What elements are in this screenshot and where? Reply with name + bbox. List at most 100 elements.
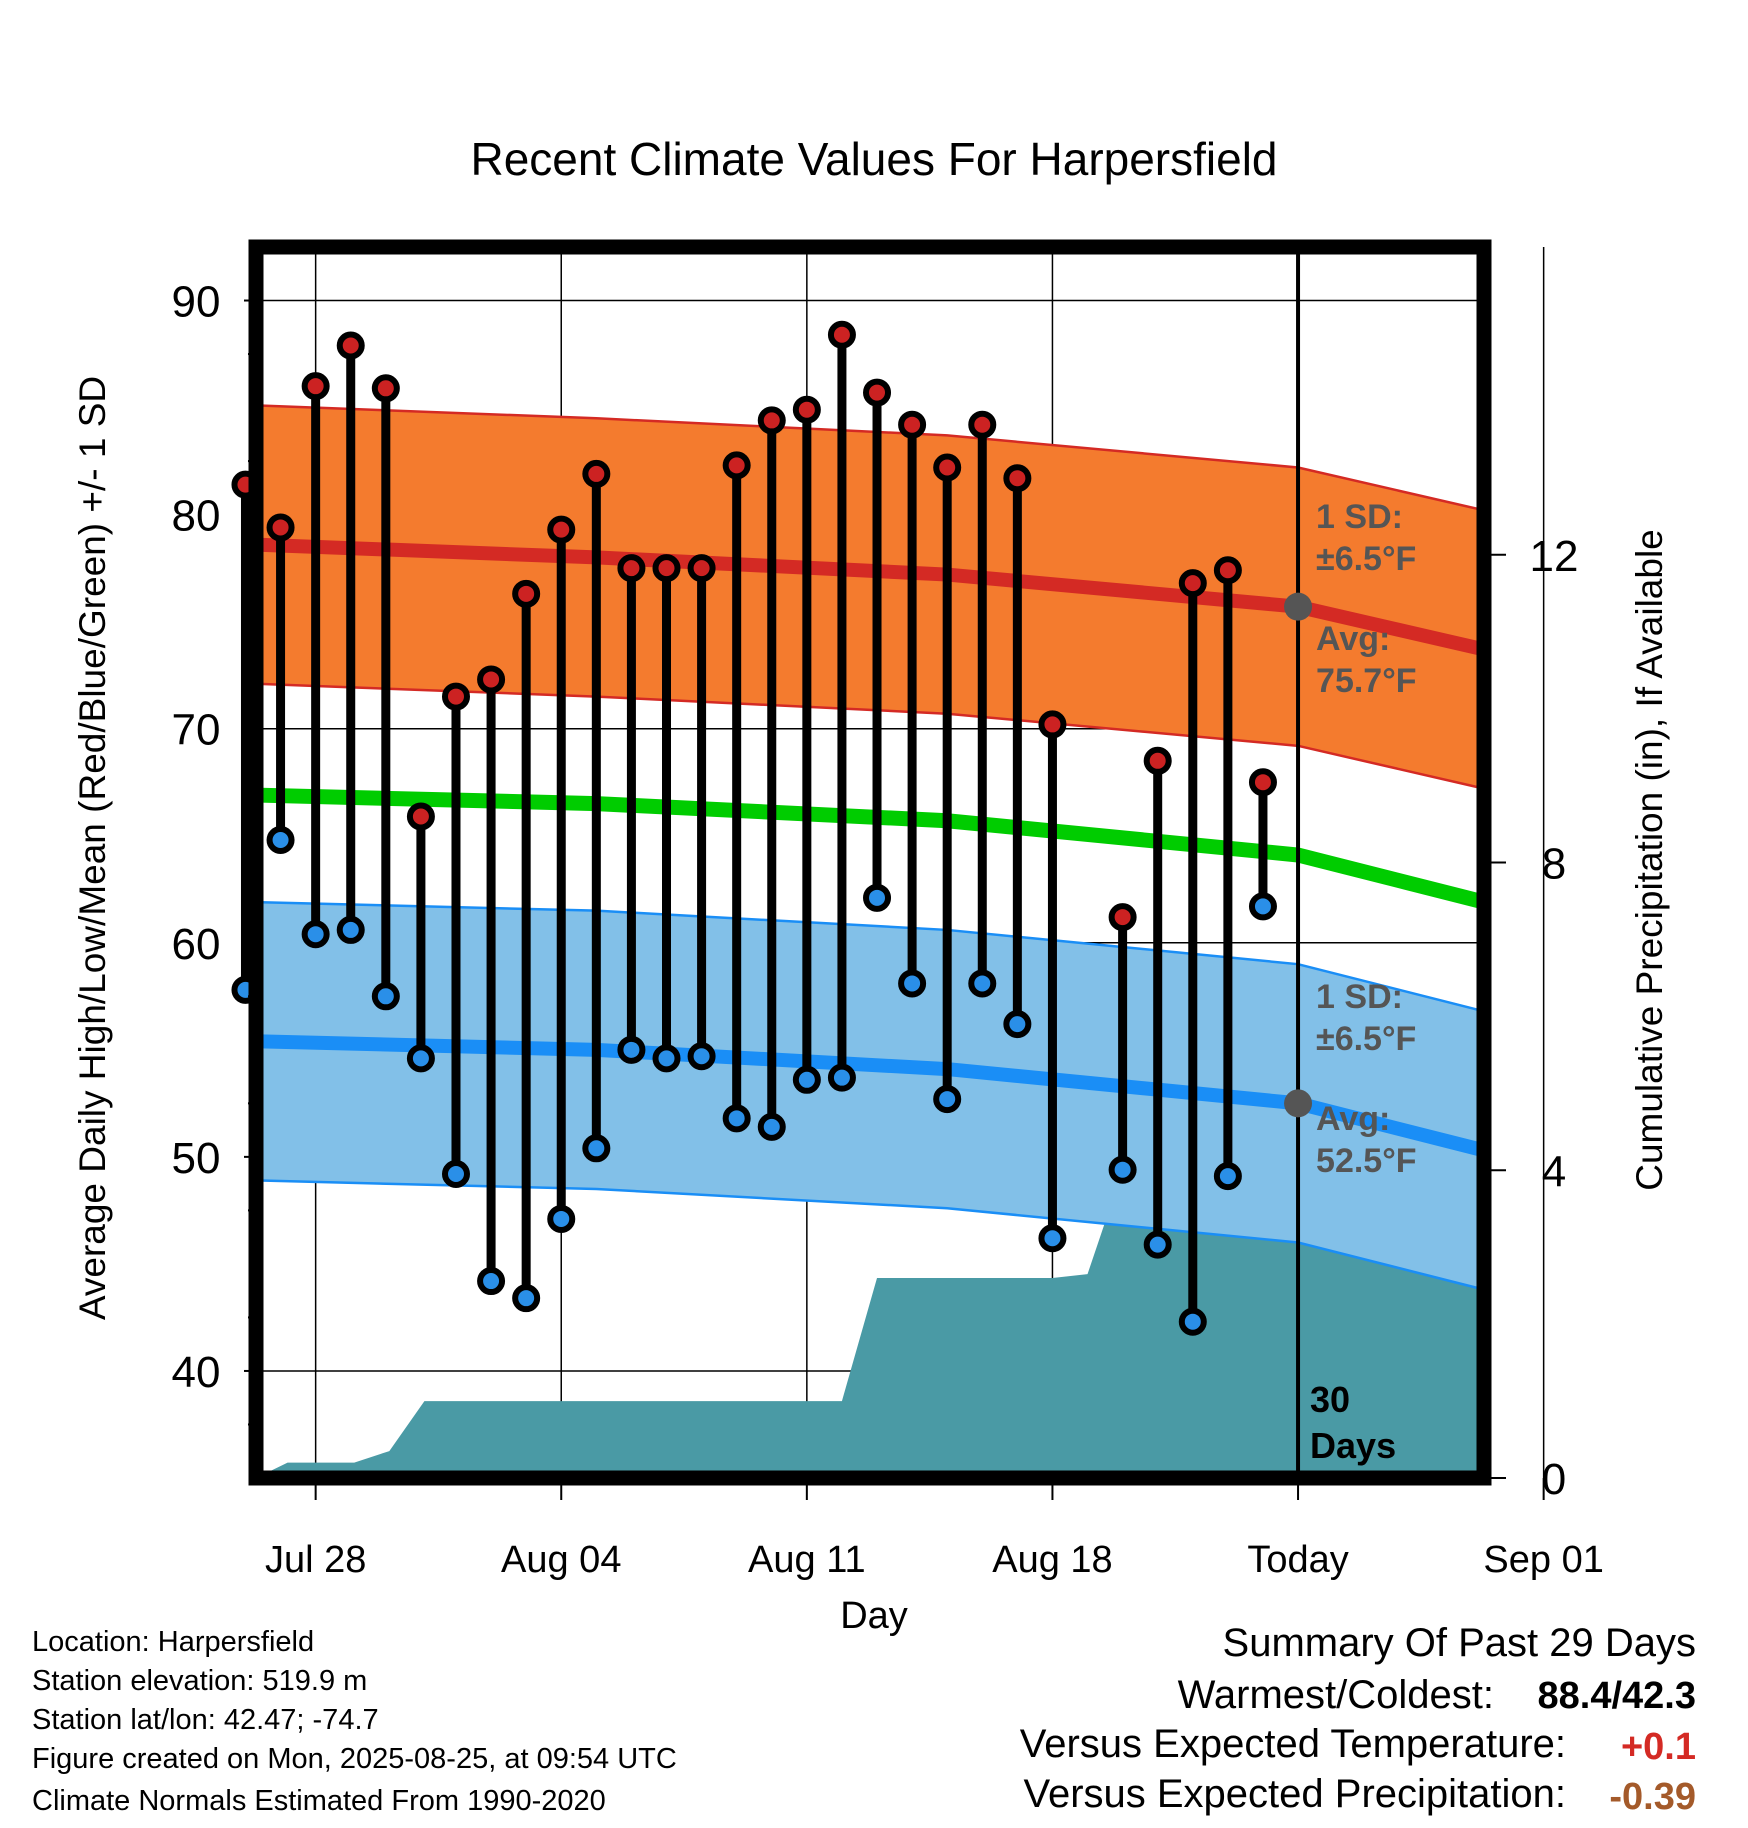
x-tick-label: Sep 01 — [1483, 1539, 1603, 1581]
footer-latlon: Station lat/lon: 42.47; -74.7 — [32, 1704, 379, 1736]
daily-high-point — [406, 802, 435, 831]
daily-low-point — [792, 1065, 821, 1094]
normal-high-band-upper — [255, 404, 1485, 512]
low-annotation-avg-label: Avg: — [1316, 1100, 1390, 1138]
summary-warm-cold-label: Warmest/Coldest: — [1177, 1673, 1494, 1717]
summary-temp-value: +0.1 — [1620, 1726, 1696, 1768]
today-days-label: Days — [1310, 1425, 1396, 1466]
y2-axis-label: Cumulative Precipitation (in), If Availa… — [1629, 529, 1670, 1191]
low-annotation-sd-value: ±6.5°F — [1316, 1020, 1416, 1058]
daily-low-point — [512, 1284, 541, 1313]
daily-high-point — [1003, 464, 1032, 493]
plot-area: 1 SD: ±6.5°F Avg: 75.7°F 1 SD: ±6.5°F Avg: 52.5… — [231, 247, 1486, 1478]
daily-high-point — [477, 665, 506, 694]
y-tick-label: 50 — [172, 1134, 221, 1183]
y-tick-label: 40 — [172, 1348, 221, 1397]
daily-high-point — [371, 374, 400, 403]
daily-low-point — [301, 920, 330, 949]
high-annotation-sd-value: ±6.5°F — [1316, 540, 1416, 578]
daily-high-point — [863, 378, 892, 407]
daily-low-point — [1248, 892, 1277, 921]
daily-high-point — [687, 554, 716, 583]
daily-high-point — [792, 395, 821, 424]
footer-normals: Climate Normals Estimated From 1990-2020 — [32, 1785, 606, 1817]
daily-low-point — [441, 1159, 470, 1188]
daily-high-point — [301, 372, 330, 401]
daily-high-point — [617, 554, 646, 583]
daily-low-point — [336, 915, 365, 944]
daily-low-point — [1108, 1155, 1137, 1184]
summary-precip-label: Versus Expected Precipitation: — [1023, 1772, 1566, 1816]
daily-high-point — [1178, 569, 1207, 598]
summary-precip-value: -0.39 — [1609, 1776, 1696, 1818]
daily-high-point — [336, 331, 365, 360]
high-annotation-avg-value: 75.7°F — [1316, 662, 1417, 700]
daily-low-point — [477, 1267, 506, 1296]
daily-low-point — [1003, 1010, 1032, 1039]
high-annotation-avg-label: Avg: — [1316, 620, 1390, 658]
daily-low-point — [757, 1112, 786, 1141]
daily-high-point — [1248, 768, 1277, 797]
x-tick-label: Jul 28 — [265, 1539, 366, 1581]
daily-low-point — [1038, 1224, 1067, 1253]
y-axis-label: Average Daily High/Low/Mean (Red/Blue/Gr… — [72, 376, 113, 1320]
summary-title: Summary Of Past 29 Days — [1222, 1621, 1696, 1665]
daily-low-point — [863, 883, 892, 912]
daily-low-point — [722, 1104, 751, 1133]
daily-high-point — [1108, 903, 1137, 932]
daily-low-point — [266, 826, 295, 855]
y-tick-label: 60 — [172, 920, 221, 969]
x-tick-label: Today — [1247, 1539, 1348, 1581]
summary-warm-cold-value: 88.4/42.3 — [1537, 1675, 1696, 1717]
today-days-number: 30 — [1310, 1379, 1350, 1420]
daily-low-point — [1143, 1230, 1172, 1259]
footer-elevation: Station elevation: 519.9 m — [32, 1665, 368, 1697]
low-annotation-avg-value: 52.5°F — [1316, 1142, 1417, 1180]
daily-high-point — [1213, 556, 1242, 585]
daily-low-point — [1213, 1162, 1242, 1191]
daily-low-point — [1178, 1307, 1207, 1336]
footer-created: Figure created on Mon, 2025-08-25, at 09… — [32, 1743, 677, 1775]
y-tick-label: 90 — [172, 278, 221, 327]
daily-high-point — [582, 459, 611, 488]
y-tick-label: 80 — [172, 492, 221, 541]
daily-high-point — [898, 410, 927, 439]
daily-low-point — [617, 1035, 646, 1064]
x-tick-label: Aug 18 — [992, 1539, 1112, 1581]
summary-temp-label: Versus Expected Temperature: — [1019, 1722, 1566, 1766]
y2-tick-label: 8 — [1542, 840, 1566, 889]
y2-tick-label: 4 — [1542, 1147, 1566, 1196]
y2-tick-label: 12 — [1530, 532, 1579, 581]
y2-tick-label: 0 — [1542, 1455, 1566, 1504]
daily-high-point — [968, 410, 997, 439]
daily-low-point — [968, 969, 997, 998]
daily-high-point — [1143, 746, 1172, 775]
daily-low-point — [371, 982, 400, 1011]
low-annotation-sd-label: 1 SD: — [1316, 978, 1403, 1016]
daily-high-point — [512, 579, 541, 608]
y-tick-label: 70 — [172, 706, 221, 755]
daily-low-point — [827, 1063, 856, 1092]
daily-high-point — [827, 320, 856, 349]
daily-low-point — [933, 1085, 962, 1114]
daily-low-point — [547, 1204, 576, 1233]
daily-high-point — [933, 453, 962, 482]
daily-high-point — [1038, 710, 1067, 739]
today-high-avg-marker — [1284, 592, 1313, 621]
high-annotation-sd-label: 1 SD: — [1316, 498, 1403, 536]
chart-title: Recent Climate Values For Harpersfield — [470, 133, 1277, 185]
daily-low-point — [582, 1134, 611, 1163]
normal-low-band-lower — [255, 1179, 1485, 1291]
footer-location: Location: Harpersfield — [32, 1626, 315, 1658]
daily-high-point — [547, 515, 576, 544]
x-tick-label: Aug 04 — [501, 1539, 621, 1581]
daily-high-point — [441, 682, 470, 711]
daily-low-point — [406, 1044, 435, 1073]
daily-low-point — [898, 969, 927, 998]
daily-high-point — [652, 554, 681, 583]
precip-area — [256, 1154, 1484, 1478]
today-low-avg-marker — [1284, 1089, 1313, 1118]
daily-low-point — [652, 1044, 681, 1073]
x-tick-label: Aug 11 — [748, 1539, 866, 1581]
